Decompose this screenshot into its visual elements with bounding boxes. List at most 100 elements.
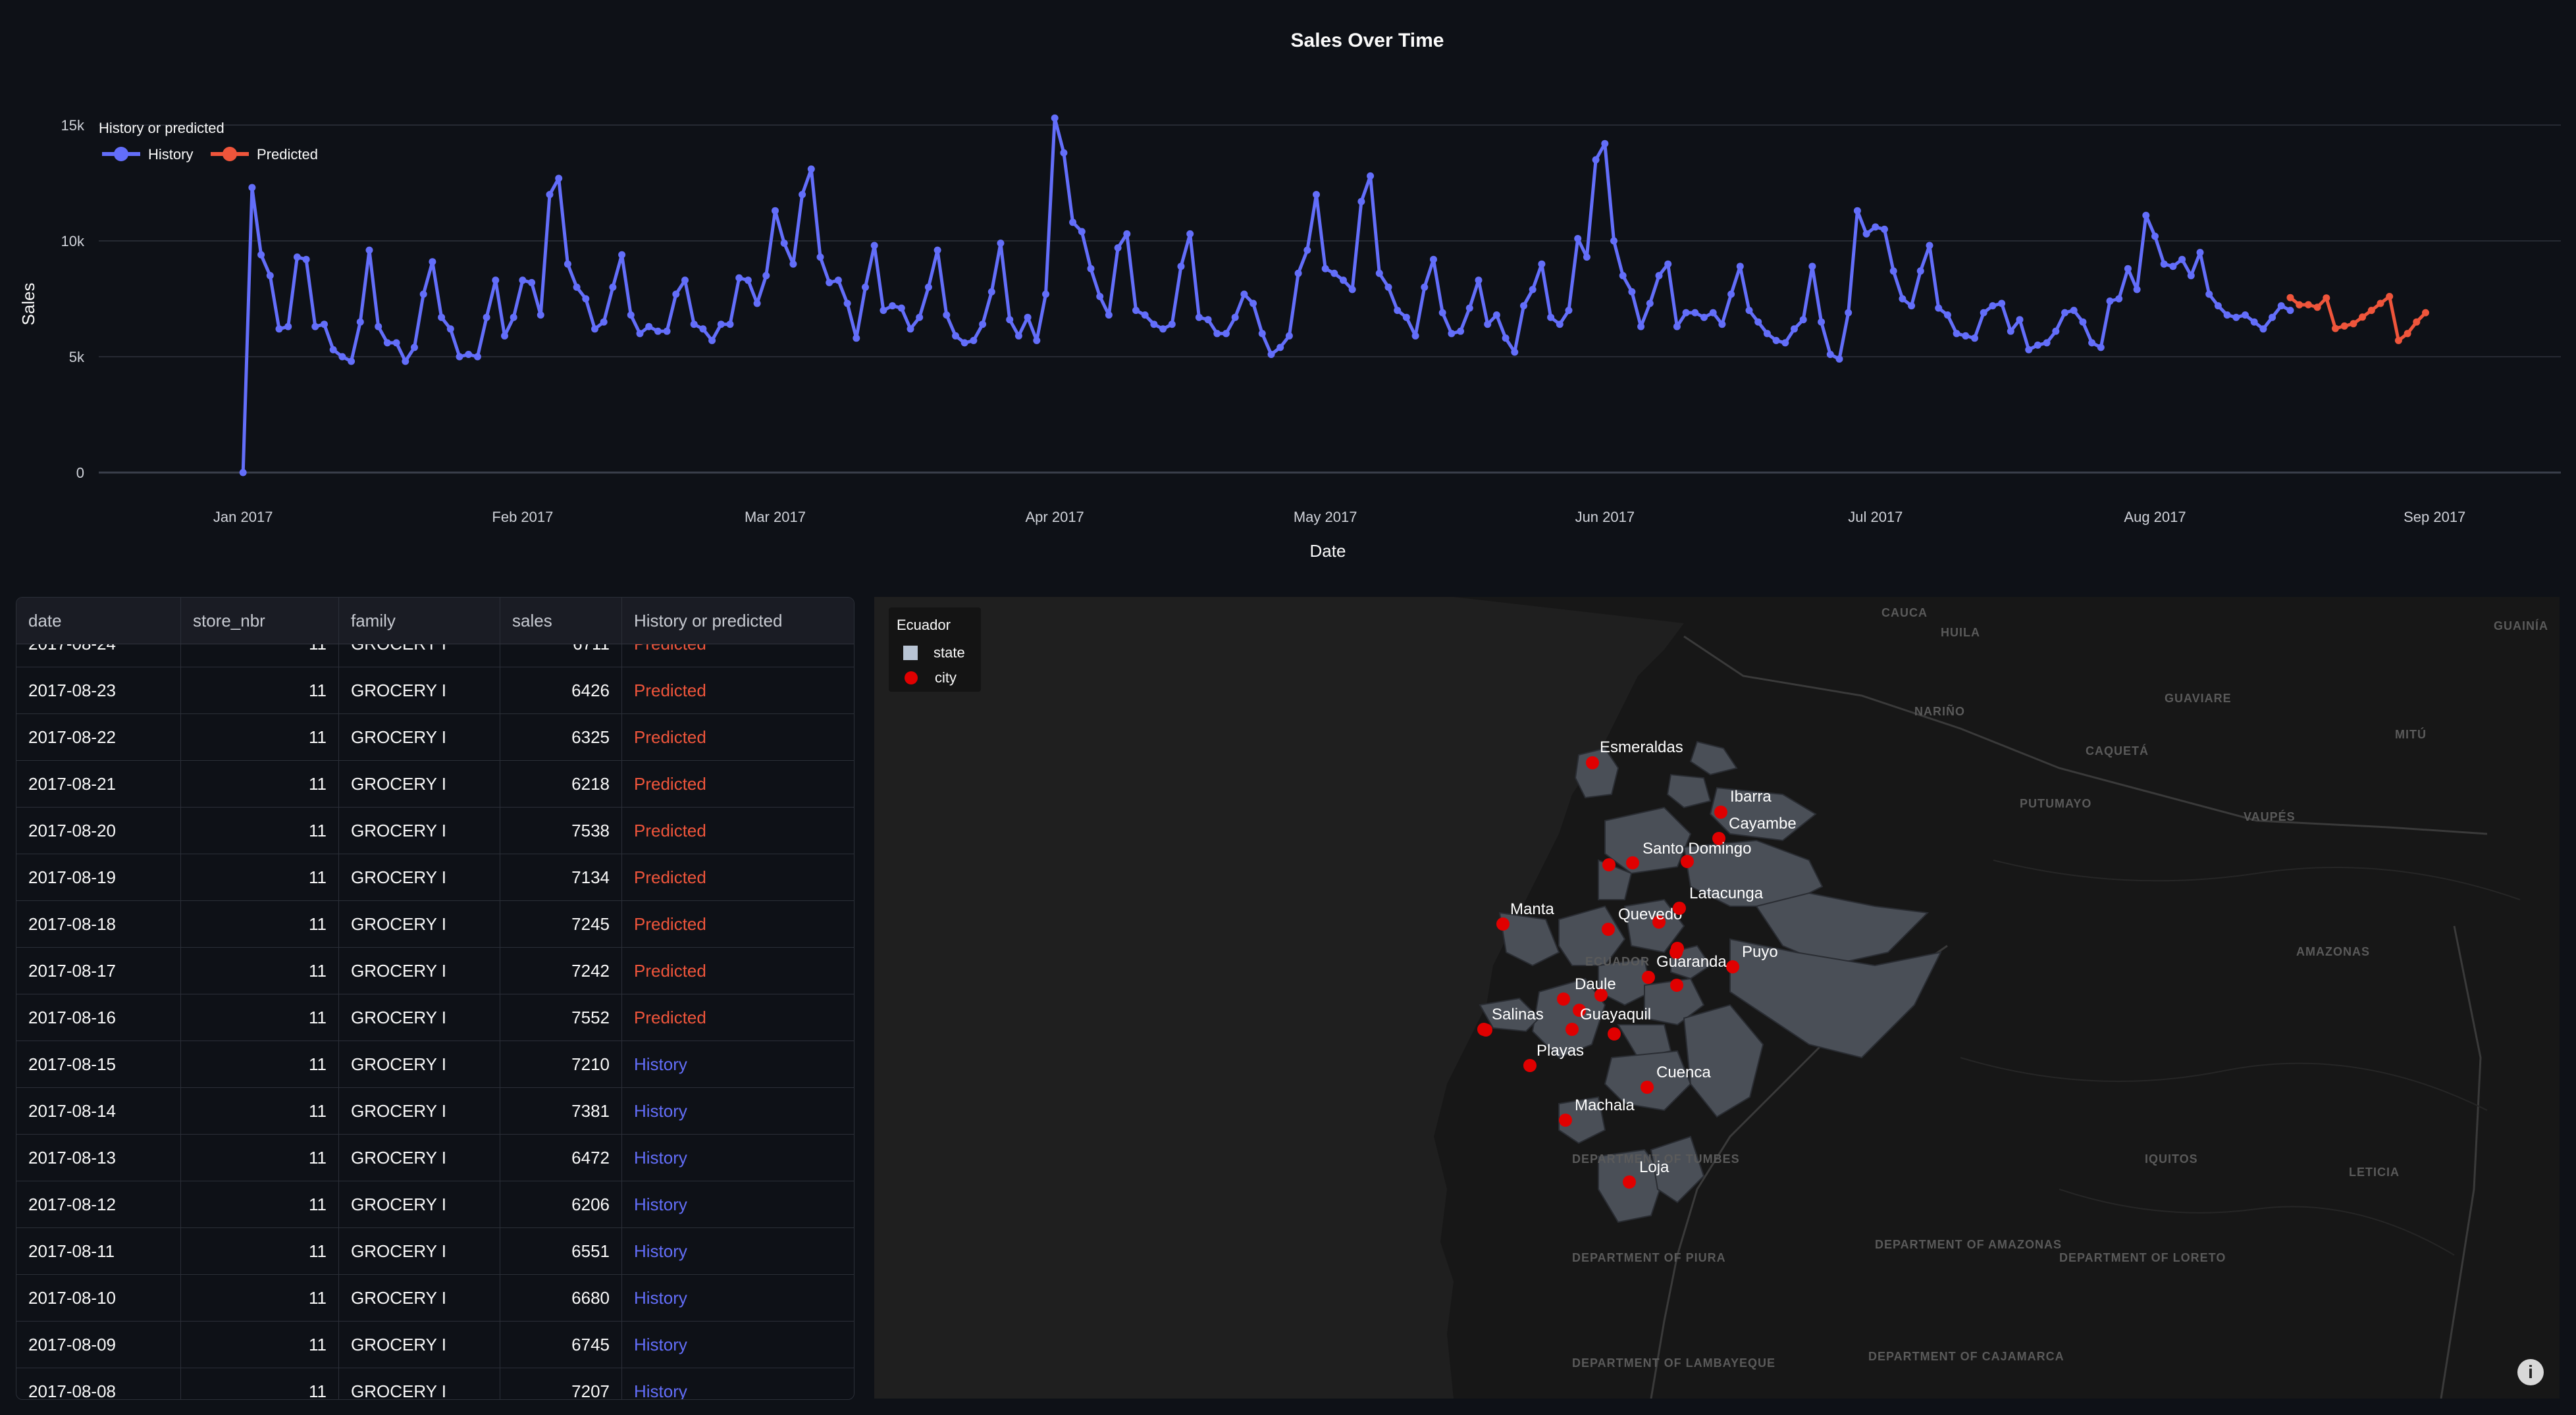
cell-history-or-predicted[interactable]: Predicted	[634, 867, 706, 887]
data-point-history[interactable]	[663, 327, 671, 335]
cell-store-nbr[interactable]: 11	[181, 1275, 339, 1321]
cell-history-or-predicted[interactable]: Predicted	[622, 644, 854, 667]
cell-history-or-predicted[interactable]: History	[634, 1335, 687, 1354]
data-point-history[interactable]	[1267, 351, 1275, 358]
cell-family[interactable]: GROCERY I	[339, 901, 500, 947]
cell-family[interactable]: GROCERY I	[339, 714, 500, 760]
cell-store-nbr[interactable]: 11	[181, 714, 339, 760]
data-point-history[interactable]	[1168, 321, 1176, 328]
table-row[interactable]: 2017-08-11 11 GROCERY I 6551 History	[16, 1228, 854, 1275]
data-point-history[interactable]	[1538, 260, 1546, 268]
cell-family[interactable]: GROCERY I	[339, 1228, 500, 1274]
cell-sales[interactable]: 7134	[500, 854, 622, 900]
city-marker[interactable]	[1712, 832, 1725, 845]
city-marker[interactable]	[1671, 942, 1684, 955]
cell-date[interactable]: 2017-08-12	[16, 1181, 181, 1227]
data-point-history[interactable]	[1042, 290, 1049, 298]
data-point-history[interactable]	[870, 242, 878, 249]
cell-date[interactable]: 2017-08-22	[16, 714, 181, 760]
data-point-predicted[interactable]	[2304, 301, 2312, 309]
cell-family[interactable]: GROCERY I	[339, 1088, 500, 1134]
city-marker[interactable]	[1652, 915, 1666, 929]
city-marker[interactable]	[1602, 858, 1616, 871]
cell-family[interactable]: GROCERY I	[339, 1368, 500, 1399]
cell-date[interactable]: 2017-08-23	[16, 667, 181, 713]
data-point-history[interactable]	[1953, 330, 1960, 338]
cell-sales[interactable]: 6325	[500, 714, 622, 760]
data-point-history[interactable]	[375, 322, 382, 330]
cell-store-nbr[interactable]: 11	[181, 1041, 339, 1087]
data-point-predicted[interactable]	[2394, 336, 2402, 344]
data-point-history[interactable]	[2007, 327, 2014, 335]
data-point-history[interactable]	[573, 283, 581, 291]
data-point-history[interactable]	[492, 276, 500, 284]
cell-date[interactable]: 2017-08-24	[16, 644, 181, 667]
data-point-history[interactable]	[2286, 307, 2294, 315]
cell-sales[interactable]: 6426	[500, 667, 622, 713]
data-point-history[interactable]	[1321, 265, 1329, 272]
column-header-family[interactable]: family	[339, 598, 500, 644]
data-point-history[interactable]	[1105, 311, 1113, 319]
series-line-predicted[interactable]	[2289, 295, 2427, 342]
data-point-history[interactable]	[2088, 339, 2096, 347]
cell-history-or-predicted[interactable]: Predicted	[634, 914, 706, 934]
cell-family[interactable]: GROCERY I	[339, 1181, 500, 1227]
province-pastaza[interactable]	[1729, 938, 1942, 1059]
data-point-history[interactable]	[2124, 265, 2132, 272]
province-orellana[interactable]	[1755, 892, 1930, 967]
data-point-history[interactable]	[2025, 346, 2033, 353]
data-point-history[interactable]	[1565, 307, 1573, 315]
cell-store-nbr[interactable]: 11	[181, 644, 339, 667]
table-row[interactable]: 2017-08-16 11 GROCERY I 7552 Predicted	[16, 994, 854, 1041]
data-point-history[interactable]	[1132, 307, 1140, 315]
cell-sales[interactable]: 6551	[500, 1228, 622, 1274]
data-point-history[interactable]	[1141, 311, 1149, 319]
cell-family[interactable]: GROCERY I	[339, 667, 500, 713]
legend-item-predicted[interactable]: Predicted	[211, 146, 318, 163]
data-point-history[interactable]	[1574, 235, 1582, 242]
data-point-history[interactable]	[997, 240, 1005, 247]
data-point-history[interactable]	[2061, 309, 2068, 317]
data-point-predicted[interactable]	[2386, 293, 2394, 300]
data-point-history[interactable]	[1799, 316, 1807, 324]
data-point-history[interactable]	[1051, 114, 1059, 122]
data-point-history[interactable]	[645, 322, 653, 330]
cell-store-nbr[interactable]: 11	[181, 901, 339, 947]
data-point-history[interactable]	[1222, 330, 1230, 338]
data-point-history[interactable]	[1736, 263, 1744, 270]
cell-store-nbr[interactable]: 11	[181, 854, 339, 900]
cell-date[interactable]: 2017-08-13	[16, 1135, 181, 1181]
data-point-history[interactable]	[789, 260, 797, 268]
data-point-history[interactable]	[1177, 263, 1185, 270]
table-row[interactable]: 2017-08-08 11 GROCERY I 7207 History	[16, 1368, 854, 1399]
data-point-history[interactable]	[772, 207, 779, 215]
cell-sales[interactable]: 7245	[500, 901, 622, 947]
data-point-history[interactable]	[1916, 267, 1924, 275]
column-header-date[interactable]: date	[16, 598, 181, 644]
data-point-history[interactable]	[1971, 334, 1978, 342]
city-marker[interactable]	[1642, 971, 1655, 984]
cell-date[interactable]: 2017-08-09	[16, 1322, 181, 1368]
table-row[interactable]: 2017-08-15 11 GROCERY I 7210 History	[16, 1041, 854, 1088]
data-point-history[interactable]	[960, 339, 968, 347]
ecuador-map[interactable]: CAUCA HUILA NARIÑO CAQUETÁ GUAVIARE GUAINÍA PU…	[874, 597, 2560, 1399]
data-point-history[interactable]	[1285, 332, 1293, 340]
sales-data-table[interactable]: date store_nbr family sales History or p…	[16, 597, 854, 1400]
data-point-history[interactable]	[1989, 302, 1997, 310]
province-azuay[interactable]	[1604, 1050, 1692, 1112]
cell-store-nbr[interactable]: 11	[181, 948, 339, 994]
data-point-history[interactable]	[1014, 332, 1022, 340]
data-point-predicted[interactable]	[2350, 320, 2357, 328]
data-point-history[interactable]	[2223, 311, 2231, 319]
city-marker[interactable]	[1559, 1114, 1572, 1127]
data-point-history[interactable]	[1421, 283, 1429, 291]
data-point-history[interactable]	[1772, 336, 1780, 344]
data-point-history[interactable]	[582, 295, 590, 303]
city-marker[interactable]	[1608, 1027, 1621, 1041]
data-point-history[interactable]	[2250, 318, 2258, 326]
cell-date[interactable]: 2017-08-16	[16, 994, 181, 1041]
data-point-history[interactable]	[248, 184, 256, 192]
data-point-history[interactable]	[2242, 311, 2249, 319]
province-zamora[interactable]	[1650, 1135, 1705, 1204]
data-point-history[interactable]	[1529, 286, 1537, 294]
